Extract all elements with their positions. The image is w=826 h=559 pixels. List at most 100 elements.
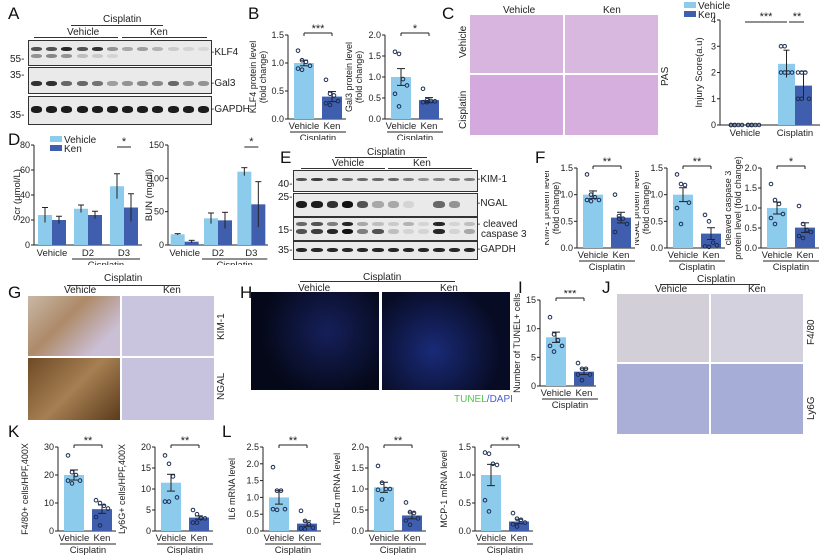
band-label-gapdh: -GAPDH bbox=[211, 104, 250, 115]
blot-band bbox=[433, 229, 445, 234]
svg-text:1.5: 1.5 bbox=[246, 476, 259, 486]
blot-band bbox=[182, 106, 194, 113]
blot-band bbox=[167, 47, 179, 51]
svg-text:(fold change): (fold change) bbox=[641, 182, 651, 235]
svg-text:1.5: 1.5 bbox=[560, 163, 573, 173]
svg-text:**: ** bbox=[181, 435, 190, 447]
svg-text:Ken: Ken bbox=[703, 250, 720, 261]
svg-text:0.0: 0.0 bbox=[271, 114, 284, 124]
pas-col-vehicle: Vehicle bbox=[503, 5, 536, 16]
dapi-legend: DAPI bbox=[489, 394, 513, 405]
pas-image-cisplatin-ken bbox=[565, 75, 658, 135]
blot-band bbox=[76, 106, 88, 113]
blot-gapdh-a bbox=[28, 96, 212, 125]
svg-text:0.5: 0.5 bbox=[650, 216, 663, 226]
ihc-j-group-line bbox=[660, 284, 760, 285]
blot-a-ken-label: Ken bbox=[150, 27, 168, 38]
blot-band bbox=[91, 81, 103, 86]
panel-label-c: C bbox=[442, 4, 455, 23]
tunel-col-ken: Ken bbox=[440, 283, 458, 294]
blot-band bbox=[463, 222, 475, 226]
blot-a-ken-line bbox=[122, 37, 207, 38]
blot-band bbox=[122, 47, 134, 51]
svg-text:Vehicle: Vehicle bbox=[762, 250, 793, 261]
svg-text:0.0: 0.0 bbox=[560, 243, 573, 253]
blot-gal3 bbox=[28, 67, 212, 94]
pas-col-ken: Ken bbox=[603, 5, 621, 16]
svg-text:20: 20 bbox=[44, 470, 54, 480]
svg-text:Cisplatin: Cisplatin bbox=[773, 262, 809, 273]
ihc-f480-vehicle bbox=[617, 294, 709, 362]
svg-text:Ken: Ken bbox=[404, 533, 421, 544]
blot-band bbox=[448, 222, 460, 226]
chart-caspase3-protein: 0.0 0.5 1.0 1.5 2.0 cleaved caspase 3protein … bbox=[725, 156, 819, 273]
svg-text:1.0: 1.0 bbox=[246, 492, 259, 502]
blot-band bbox=[122, 81, 134, 86]
svg-text:Vehicle: Vehicle bbox=[386, 121, 417, 132]
svg-text:2.0: 2.0 bbox=[368, 30, 381, 40]
blot-band bbox=[326, 178, 338, 181]
svg-text:**: ** bbox=[501, 435, 510, 447]
blot-band bbox=[463, 248, 475, 252]
blot-band bbox=[311, 178, 323, 181]
svg-text:0.5: 0.5 bbox=[560, 216, 573, 226]
pas-row-cisplatin: Cisplatin bbox=[458, 90, 469, 129]
blot-band bbox=[91, 54, 103, 58]
blot-e-ken-line bbox=[388, 168, 472, 169]
svg-text:0.5: 0.5 bbox=[351, 505, 364, 515]
svg-text:Ken: Ken bbox=[94, 533, 111, 544]
blot-band bbox=[402, 229, 414, 234]
blot-band bbox=[357, 248, 369, 252]
svg-text:15: 15 bbox=[526, 295, 536, 305]
blot-band bbox=[448, 178, 460, 181]
svg-text:30: 30 bbox=[44, 442, 54, 452]
svg-text:1.0: 1.0 bbox=[458, 470, 471, 480]
blot-band bbox=[46, 106, 58, 113]
svg-text:Ly6G+ cells/HPF,400X: Ly6G+ cells/HPF,400X bbox=[117, 444, 127, 534]
panel-label-e: E bbox=[280, 148, 292, 167]
svg-text:***: *** bbox=[760, 11, 774, 23]
pas-image-cisplatin-vehicle bbox=[470, 75, 563, 135]
blot-band bbox=[341, 178, 353, 181]
tunel-image-ken bbox=[382, 292, 510, 390]
panel-label-d: D bbox=[8, 130, 21, 149]
blot-band bbox=[182, 81, 194, 86]
svg-text:Vehicle: Vehicle bbox=[264, 533, 295, 544]
blot-band bbox=[341, 248, 353, 252]
svg-text:1.0: 1.0 bbox=[744, 203, 757, 213]
blot-band bbox=[372, 178, 384, 181]
band-label-cleaved: - cleaved bbox=[477, 219, 518, 230]
blot-band bbox=[76, 47, 88, 51]
blot-band bbox=[418, 248, 430, 252]
svg-text:D2: D2 bbox=[82, 248, 94, 259]
svg-text:Cisplatin: Cisplatin bbox=[552, 400, 588, 411]
blot-band bbox=[402, 222, 414, 226]
svg-text:0: 0 bbox=[531, 381, 536, 391]
blot-band bbox=[31, 54, 43, 58]
svg-text:Cisplatin: Cisplatin bbox=[397, 133, 433, 140]
blot-band bbox=[372, 248, 384, 252]
panel-label-g: G bbox=[8, 283, 22, 302]
blot-band bbox=[137, 81, 149, 86]
chart-injury-score: 0 1 2 3 4 Injury Score(a.u) Vehicle Cisplatin Ve… bbox=[684, 1, 820, 139]
panel-label-j: J bbox=[602, 278, 611, 297]
svg-text:MCP-1 mRNA level: MCP-1 mRNA level bbox=[439, 450, 449, 528]
svg-text:D2: D2 bbox=[212, 248, 224, 259]
svg-text:0.5: 0.5 bbox=[368, 93, 381, 103]
blot-band bbox=[106, 47, 118, 51]
blot-band bbox=[182, 47, 194, 51]
blot-band bbox=[91, 106, 103, 113]
blot-band bbox=[197, 47, 209, 51]
svg-text:Ken: Ken bbox=[797, 250, 814, 261]
svg-text:D3: D3 bbox=[245, 248, 257, 259]
blot-band bbox=[418, 229, 430, 234]
blot-e-vehicle-line bbox=[301, 168, 385, 169]
blot-band bbox=[61, 81, 73, 86]
svg-text:0.0: 0.0 bbox=[650, 243, 663, 253]
svg-text:Vehicle: Vehicle bbox=[369, 533, 400, 544]
band-label-gapdh-e: -GAPDH bbox=[477, 244, 516, 255]
blot-band bbox=[387, 248, 399, 252]
svg-text:cleaved caspase 3: cleaved caspase 3 bbox=[725, 171, 733, 246]
svg-text:Vehicle: Vehicle bbox=[156, 533, 187, 544]
blot-band bbox=[463, 178, 475, 181]
